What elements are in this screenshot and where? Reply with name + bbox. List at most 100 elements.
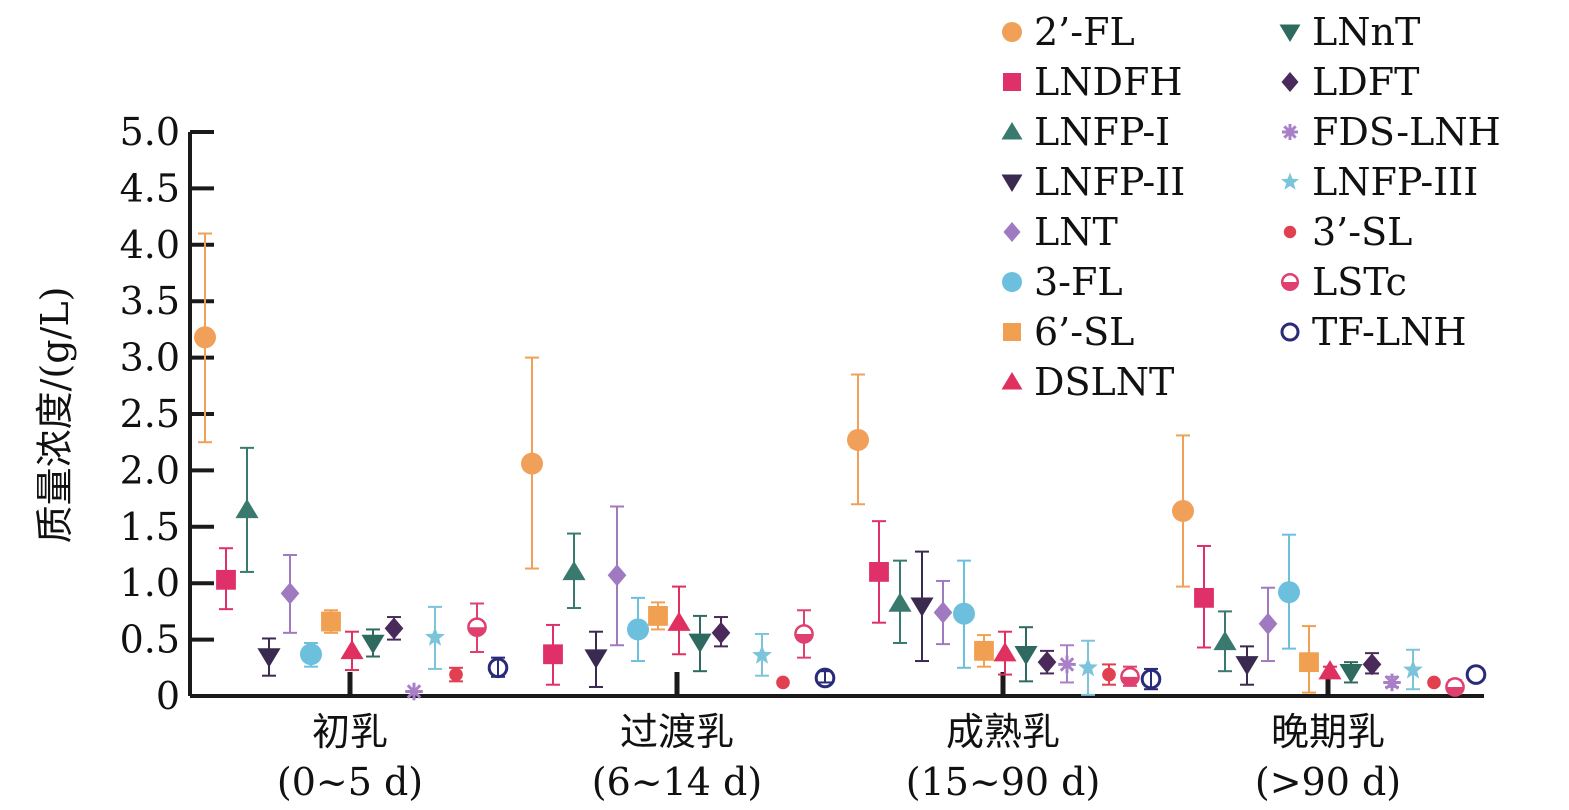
data-point (1194, 587, 1214, 608)
legend-item: LNDFH (1003, 60, 1182, 104)
data-point (543, 644, 563, 665)
legend-marker (1003, 222, 1021, 242)
series-LNDFH (216, 520, 1214, 686)
data-point (1403, 659, 1423, 679)
y-tick-label: 4.5 (120, 166, 180, 210)
data-point (1445, 677, 1465, 697)
series-LNFP-II (257, 550, 1259, 688)
data-point (794, 624, 814, 644)
y-tick-label: 2.5 (120, 392, 180, 436)
legend: 2’-FL LNDFH LNFP-I LNFP-II LNT 3-FL 6’-SL DSLNT… (1001, 10, 1501, 404)
series-LDFT (384, 616, 1382, 676)
legend-label: DSLNT (1034, 360, 1174, 404)
legend-item: LNT (1003, 210, 1118, 254)
legend-item: 6’-SL (1003, 310, 1134, 354)
data-point (321, 611, 341, 632)
y-tick-label: 1.0 (120, 561, 180, 605)
legend-item: LSTc (1280, 260, 1407, 304)
series-LSTc (467, 602, 1465, 697)
data-point (1465, 664, 1487, 685)
data-point (1120, 666, 1140, 687)
data-point (1014, 646, 1038, 666)
x-category-label: 晚期乳 (1271, 710, 1385, 754)
y-tick-label: 1.5 (120, 505, 180, 549)
data-point (1213, 630, 1237, 651)
y-tick-label: 4.0 (120, 223, 180, 267)
legend-item: FDS-LNH (1282, 110, 1501, 154)
data-point (888, 592, 912, 612)
data-point (405, 682, 423, 701)
data-point (467, 617, 487, 638)
data-point (1427, 675, 1441, 690)
legend-label: LNFP-III (1312, 160, 1478, 204)
y-tick-label: 3.0 (120, 336, 180, 380)
data-point (194, 326, 216, 349)
series-LNFP-III (425, 605, 1423, 696)
legend-label: LNnT (1312, 10, 1420, 54)
data-point (1299, 652, 1319, 673)
legend-label: 6’-SL (1034, 310, 1134, 354)
data-point (688, 633, 712, 653)
legend-marker (1280, 272, 1300, 292)
data-point (280, 582, 300, 605)
data-point (216, 569, 236, 590)
series-FDS-LNH (405, 644, 1401, 701)
legend-item: 2’-FL (1002, 10, 1135, 54)
legend-item: LNFP-I (1001, 110, 1170, 154)
series-DSLNT (340, 585, 1342, 680)
legend-item: DSLNT (1001, 360, 1174, 404)
data-point (1383, 673, 1401, 692)
legend-label: LNDFH (1034, 60, 1182, 104)
y-axis: 0 0.5 1.0 1.5 2.0 2.5 3.0 3.5 4.0 4.5 5.0 (120, 110, 214, 718)
series-2’-FL (194, 232, 1194, 588)
data-point (814, 667, 836, 689)
legend-marker (1001, 174, 1023, 192)
legend-item: LNnT (1279, 10, 1420, 54)
legend-item: 3-FL (1002, 260, 1123, 304)
data-point (449, 667, 463, 682)
y-tick-label: 3.5 (120, 279, 180, 323)
legend-marker (1283, 225, 1297, 239)
data-point (776, 675, 790, 690)
y-tick-label: 0.5 (120, 618, 180, 662)
data-point (235, 498, 259, 519)
data-point (607, 564, 627, 587)
x-category-sublabel: (0~5 d) (277, 760, 423, 804)
series-TF-LNH (487, 656, 1487, 691)
x-category-sublabel: (>90 d) (1255, 760, 1401, 804)
series-LNFP-I (235, 446, 1237, 673)
data-point (1362, 653, 1382, 676)
legend-marker (1282, 124, 1298, 140)
legend-marker (1002, 272, 1022, 292)
y-tick-label: 0 (156, 674, 180, 718)
legend-marker (1003, 323, 1021, 341)
data-point (487, 657, 509, 679)
x-axis: 初乳 (0~5 d) 过渡乳 (6~14 d) 成熟乳 (15~90 d) 晚期乳 (>90 … (190, 672, 1484, 804)
legend-label: LNFP-II (1034, 160, 1185, 204)
data-point (584, 649, 608, 669)
data-point (521, 452, 543, 475)
legend-marker (1002, 22, 1022, 42)
data-point (384, 617, 404, 640)
data-point (993, 642, 1017, 662)
legend-label: 3’-SL (1312, 210, 1412, 254)
data-point (361, 634, 385, 654)
x-category-sublabel: (6~14 d) (592, 760, 762, 804)
data-point (1235, 656, 1259, 676)
y-axis-label: 质量浓度/(g/L) (33, 287, 77, 544)
data-point (627, 618, 649, 641)
legend-label: 2’-FL (1034, 10, 1135, 54)
data-point (562, 560, 586, 581)
legend-marker (1003, 73, 1021, 91)
legend-label: 3-FL (1034, 260, 1123, 304)
data-point (1318, 660, 1342, 680)
legend-label: LDFT (1312, 60, 1419, 104)
plot-area (194, 232, 1487, 701)
legend-label: FDS-LNH (1312, 110, 1501, 154)
legend-item: LNFP-II (1001, 160, 1185, 204)
legend-label: LSTc (1312, 260, 1407, 304)
legend-marker (1281, 72, 1299, 92)
y-tick-label: 2.0 (120, 448, 180, 492)
data-point (1278, 581, 1300, 604)
y-tick-label: 5.0 (120, 110, 180, 154)
